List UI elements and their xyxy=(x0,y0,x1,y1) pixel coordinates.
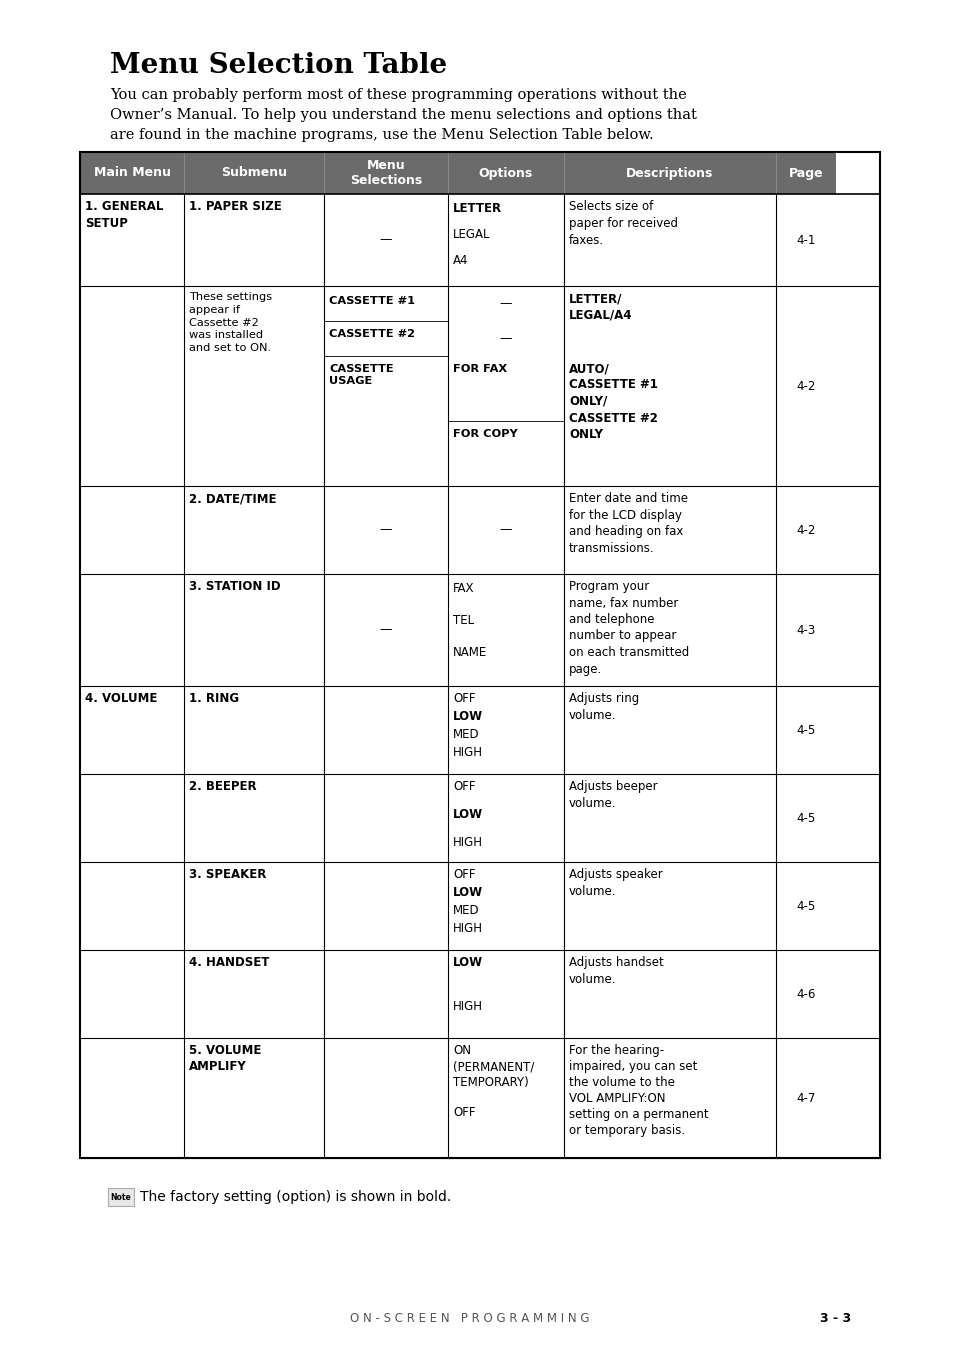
Text: 4-7: 4-7 xyxy=(796,1091,815,1105)
Text: FOR COPY: FOR COPY xyxy=(453,429,517,439)
Text: Page: Page xyxy=(788,166,822,180)
Text: 3. SPEAKER: 3. SPEAKER xyxy=(189,868,266,882)
Text: LETTER: LETTER xyxy=(453,201,501,215)
Text: ON
(PERMANENT/
TEMPORARY): ON (PERMANENT/ TEMPORARY) xyxy=(453,1044,534,1088)
Text: —: — xyxy=(499,333,512,345)
Text: are found in the machine programs, use the Menu Selection Table below.: are found in the machine programs, use t… xyxy=(110,128,653,142)
Text: Main Menu: Main Menu xyxy=(93,166,171,180)
Text: Note: Note xyxy=(111,1192,132,1202)
Text: —: — xyxy=(499,523,512,537)
Text: —: — xyxy=(379,234,392,246)
Text: 2. DATE/TIME: 2. DATE/TIME xyxy=(189,492,276,506)
Text: 3. STATION ID: 3. STATION ID xyxy=(189,580,280,594)
Text: OFF: OFF xyxy=(453,868,475,882)
Text: 4. HANDSET: 4. HANDSET xyxy=(189,956,269,969)
Text: MED: MED xyxy=(453,727,479,741)
Bar xyxy=(80,151,879,1159)
Text: 1. RING: 1. RING xyxy=(189,692,239,704)
Bar xyxy=(108,1188,133,1206)
Text: HIGH: HIGH xyxy=(453,836,482,849)
Text: LEGAL: LEGAL xyxy=(453,228,490,241)
Text: 5. VOLUME
AMPLIFY: 5. VOLUME AMPLIFY xyxy=(189,1044,261,1073)
Text: These settings
appear if
Cassette #2
was installed
and set to ON.: These settings appear if Cassette #2 was… xyxy=(189,292,272,353)
Text: FOR FAX: FOR FAX xyxy=(453,364,507,375)
Text: Options: Options xyxy=(478,166,533,180)
Text: LOW: LOW xyxy=(453,886,482,899)
Text: —: — xyxy=(499,297,512,310)
Text: OFF: OFF xyxy=(453,692,475,704)
Text: Descriptions: Descriptions xyxy=(626,166,713,180)
Text: OFF: OFF xyxy=(453,780,475,794)
Bar xyxy=(324,151,448,193)
Text: Adjusts speaker
volume.: Adjusts speaker volume. xyxy=(568,868,662,898)
Text: HIGH: HIGH xyxy=(453,746,482,758)
Text: 4-5: 4-5 xyxy=(796,899,815,913)
Text: O N - S C R E E N   P R O G R A M M I N G: O N - S C R E E N P R O G R A M M I N G xyxy=(350,1311,589,1325)
Text: Owner’s Manual. To help you understand the menu selections and options that: Owner’s Manual. To help you understand t… xyxy=(110,108,696,122)
Text: CASSETTE #2: CASSETTE #2 xyxy=(329,329,415,339)
Text: —: — xyxy=(379,623,392,637)
Text: 4-2: 4-2 xyxy=(796,380,815,392)
Text: Submenu: Submenu xyxy=(221,166,287,180)
Text: Program your
name, fax number
and telephone
number to appear
on each transmitted: Program your name, fax number and teleph… xyxy=(568,580,688,676)
Text: Selects size of
paper for received
faxes.: Selects size of paper for received faxes… xyxy=(568,200,678,247)
Text: 4. VOLUME: 4. VOLUME xyxy=(85,692,157,704)
Text: HIGH: HIGH xyxy=(453,1000,482,1013)
Text: Menu Selection Table: Menu Selection Table xyxy=(110,51,447,78)
Text: LOW: LOW xyxy=(453,808,482,821)
Text: LOW: LOW xyxy=(453,710,482,723)
Text: Enter date and time
for the LCD display
and heading on fax
transmissions.: Enter date and time for the LCD display … xyxy=(568,492,687,554)
Text: NAME: NAME xyxy=(453,646,487,658)
Text: For the hearing-
impaired, you can set
the volume to the
VOL AMPLIFY:ON
setting : For the hearing- impaired, you can set t… xyxy=(568,1044,708,1137)
Text: 2. BEEPER: 2. BEEPER xyxy=(189,780,256,794)
Text: 4-5: 4-5 xyxy=(796,723,815,737)
Text: —: — xyxy=(379,523,392,537)
Text: Menu
Selections: Menu Selections xyxy=(350,160,421,187)
Text: LOW: LOW xyxy=(453,956,482,969)
Text: CASSETTE
USAGE: CASSETTE USAGE xyxy=(329,364,394,387)
Text: 4-2: 4-2 xyxy=(796,523,815,537)
Text: Adjusts beeper
volume.: Adjusts beeper volume. xyxy=(568,780,657,810)
Text: A4: A4 xyxy=(453,254,468,266)
Bar xyxy=(563,151,775,193)
Text: Adjusts handset
volume.: Adjusts handset volume. xyxy=(568,956,663,986)
Text: OFF: OFF xyxy=(453,1106,475,1119)
Text: AUTO/
CASSETTE #1
ONLY/
CASSETTE #2
ONLY: AUTO/ CASSETTE #1 ONLY/ CASSETTE #2 ONLY xyxy=(568,362,658,441)
Text: 4-3: 4-3 xyxy=(796,623,815,637)
Bar xyxy=(80,151,184,193)
Text: 1. PAPER SIZE: 1. PAPER SIZE xyxy=(189,200,281,214)
Text: MED: MED xyxy=(453,904,479,917)
Bar xyxy=(448,151,563,193)
Text: TEL: TEL xyxy=(453,614,474,627)
Text: The factory setting (option) is shown in bold.: The factory setting (option) is shown in… xyxy=(140,1190,451,1205)
Text: FAX: FAX xyxy=(453,581,474,595)
Text: 4-1: 4-1 xyxy=(796,234,815,246)
Text: LETTER/
LEGAL/A4: LETTER/ LEGAL/A4 xyxy=(568,292,632,322)
Bar xyxy=(775,151,835,193)
Text: Adjusts ring
volume.: Adjusts ring volume. xyxy=(568,692,639,722)
Text: 1. GENERAL
SETUP: 1. GENERAL SETUP xyxy=(85,200,163,230)
Text: 4-5: 4-5 xyxy=(796,811,815,825)
Text: You can probably perform most of these programming operations without the: You can probably perform most of these p… xyxy=(110,88,686,101)
Text: 4-6: 4-6 xyxy=(796,987,815,1000)
Text: 3 - 3: 3 - 3 xyxy=(820,1311,850,1325)
Bar xyxy=(184,151,324,193)
Text: HIGH: HIGH xyxy=(453,922,482,936)
Text: CASSETTE #1: CASSETTE #1 xyxy=(329,296,415,306)
